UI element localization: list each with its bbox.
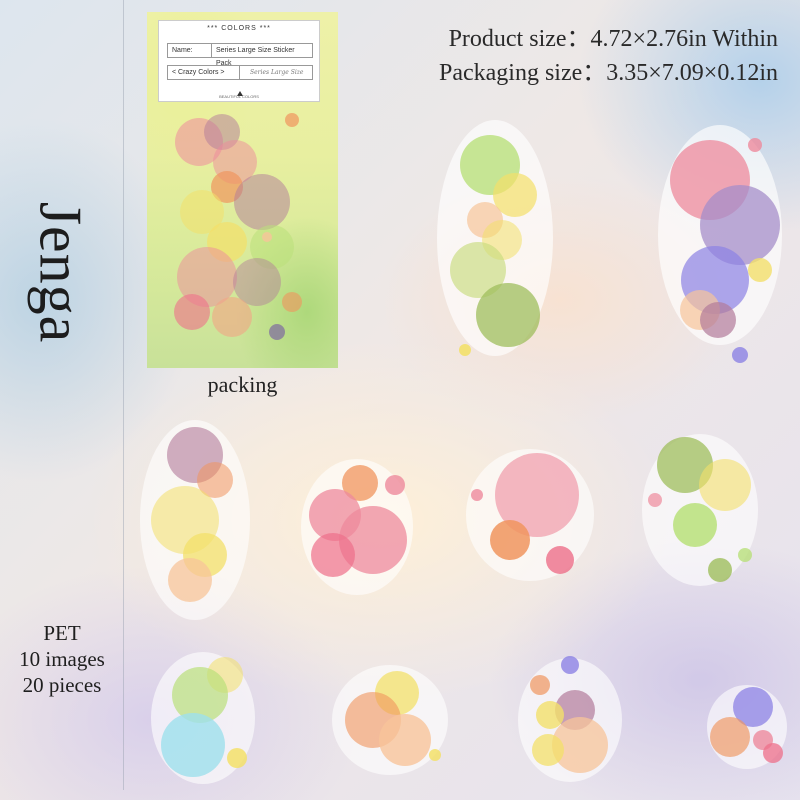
package-blob — [212, 297, 252, 337]
sticker-dot — [748, 138, 762, 152]
sticker-pink-splash — [465, 445, 595, 585]
sticker-pink-purple — [658, 125, 790, 370]
sticker-dot — [738, 548, 752, 562]
sticker-blob — [450, 242, 506, 298]
sticker-pink-cluster — [301, 455, 415, 595]
package-image: *** COLORS *** Name: Series Large Size S… — [147, 12, 338, 368]
package-dot — [282, 292, 302, 312]
sticker-dot — [227, 748, 247, 768]
sticker-splash — [708, 558, 732, 582]
sticker-blob — [168, 558, 212, 602]
sticker-blob — [161, 713, 225, 777]
sticker-blob — [748, 258, 772, 282]
sticker-blob — [172, 667, 228, 723]
sticker-blob — [493, 173, 537, 217]
package-blob — [174, 294, 210, 330]
sticker-dot — [732, 347, 748, 363]
sticker-blob — [536, 701, 564, 729]
size-info: Product size：4.72×2.76in Within Packagin… — [439, 22, 778, 90]
sticker-blob — [699, 459, 751, 511]
sticker-blob — [379, 714, 431, 766]
package-blob — [177, 247, 237, 307]
sticker-orange-cluster — [332, 665, 450, 775]
packing-caption: packing — [207, 372, 278, 397]
package-series-name: < Crazy Colors > — [168, 66, 240, 79]
sticker-dot — [561, 656, 579, 674]
sticker-blob — [532, 734, 564, 766]
sticker-splash — [673, 503, 717, 547]
piece-count-text: 20 pieces — [22, 673, 102, 697]
package-dot — [285, 113, 299, 127]
sticker-dot — [429, 749, 441, 761]
sticker-mixed-cluster — [518, 655, 622, 782]
image-count-text: 10 images — [19, 647, 105, 671]
sticker-blob — [657, 437, 713, 493]
sticker-blob — [476, 283, 540, 347]
sticker-blob — [710, 717, 750, 757]
sticker-blob — [552, 717, 608, 773]
sticker-blob — [495, 453, 579, 537]
sticker-dot — [530, 675, 550, 695]
sticker-dot — [648, 493, 662, 507]
package-subtitle: BEAUTIFUL COLORS — [219, 94, 259, 99]
triangle-icon — [237, 91, 243, 96]
package-blob — [233, 258, 281, 306]
package-dot — [262, 232, 272, 242]
package-blob — [180, 190, 224, 234]
product-title: Jenga — [27, 201, 94, 344]
package-brand: *** COLORS *** — [207, 25, 271, 32]
sticker-blob — [197, 462, 233, 498]
sticker-blob — [311, 533, 355, 577]
package-signature: Series Large Size — [250, 69, 304, 76]
sticker-green-yellow — [437, 120, 560, 360]
package-dot — [269, 324, 285, 340]
sticker-blob — [700, 302, 736, 338]
sticker-blob — [342, 465, 378, 501]
package-stickers-art — [174, 113, 302, 340]
sticker-dot — [471, 489, 483, 501]
sticker-blob — [339, 506, 407, 574]
sticker-purple-yellow — [140, 420, 255, 620]
sticker-violet-cluster — [705, 685, 787, 770]
package-series-row: < Crazy Colors > Series Large Size — [167, 65, 313, 80]
package-label-card: *** COLORS *** Name: Series Large Size S… — [158, 20, 320, 102]
packaging-size-text: Packaging size：3.35×7.09×0.12in — [438, 60, 778, 86]
sticker-dot — [459, 344, 471, 356]
sticker-cyan-lime — [151, 650, 255, 785]
sticker-green-splash — [642, 434, 760, 590]
package-name-row: Name: Series Large Size Sticker Pack — [167, 43, 313, 67]
sticker-dot — [385, 475, 405, 495]
package-blob — [250, 225, 294, 269]
vertical-divider — [123, 0, 124, 790]
material-text: PET — [43, 621, 81, 645]
product-size-text: Product size：4.72×2.76in Within — [448, 26, 778, 52]
sticker-splash — [546, 546, 574, 574]
package-blob — [234, 174, 290, 230]
sticker-dot — [763, 743, 783, 763]
sticker-splash — [490, 520, 530, 560]
sticker-blob — [733, 687, 773, 727]
package-name-value: Series Large Size Sticker Pack — [216, 47, 295, 67]
package-name-label: Name: — [168, 44, 212, 57]
spec-info: PET 10 images 20 pieces — [0, 620, 124, 698]
sticker-blob — [700, 185, 780, 265]
